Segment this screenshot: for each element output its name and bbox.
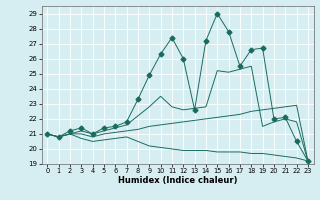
X-axis label: Humidex (Indice chaleur): Humidex (Indice chaleur) [118,176,237,185]
